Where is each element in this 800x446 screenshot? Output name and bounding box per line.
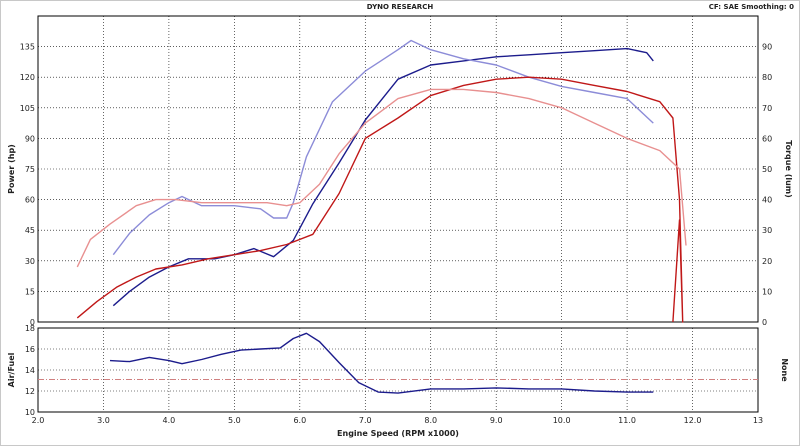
power-tick-label: 90 [25,134,35,143]
x-tick-label: 13 [753,416,763,425]
torque-tick-label: 20 [762,257,772,266]
x-tick-label: 6.0 [293,416,306,425]
power-axis-label: Power (hp) [7,144,16,194]
torque-tick-label: 30 [762,226,772,235]
x-tick-label: 3.0 [97,416,110,425]
x-tick-label: 7.0 [359,416,372,425]
top-series-line-2 [112,39,654,256]
x-tick-label: 5.0 [228,416,241,425]
top-series-line-4 [76,88,687,268]
chart-title: DYNO RESEARCH [367,3,434,11]
x-tick-label: 8.0 [424,416,437,425]
x-tick-label: 10.0 [553,416,571,425]
airfuel-tick-label: 16 [25,345,35,354]
torque-tick-label: 60 [762,134,772,143]
airfuel-tick-label: 14 [25,366,35,375]
airfuel-series-line-1 [109,332,654,394]
x-axis-label: Engine Speed (RPM x1000) [337,429,459,438]
torque-tick-label: 90 [762,43,772,52]
power-tick-label: 60 [25,196,35,205]
power-tick-label: 105 [20,104,35,113]
power-tick-label: 135 [20,43,35,52]
torque-tick-label: 80 [762,73,772,82]
torque-tick-label: 40 [762,196,772,205]
power-tick-label: 75 [25,165,35,174]
x-tick-label: 12.0 [684,416,702,425]
torque-tick-label: 10 [762,287,772,296]
x-tick-label: 9.0 [490,416,503,425]
airfuel-tick-label: 18 [25,324,35,333]
x-tick-label: 4.0 [163,416,176,425]
top-series-line-1 [112,47,654,307]
x-tick-label: 2.0 [32,416,45,425]
airfuel-axis-label: Air/Fuel [7,352,16,387]
none-axis-label: None [780,358,789,382]
power-tick-label: 45 [25,226,35,235]
airfuel-tick-label: 12 [25,387,35,396]
x-tick-label: 11.0 [618,416,636,425]
correction-label: CF: SAE Smoothing: 0 [709,3,794,11]
torque-tick-label: 50 [762,165,772,174]
airfuel-tick-label: 10 [25,408,35,417]
power-tick-label: 120 [20,73,35,82]
torque-tick-label: 0 [762,318,767,327]
torque-tick-label: 70 [762,104,772,113]
power-tick-label: 0 [30,318,35,327]
power-tick-label: 30 [25,257,35,266]
top-series-line-3 [76,76,684,323]
torque-axis-label: Torque (lum) [784,140,793,198]
power-tick-label: 15 [25,287,35,296]
